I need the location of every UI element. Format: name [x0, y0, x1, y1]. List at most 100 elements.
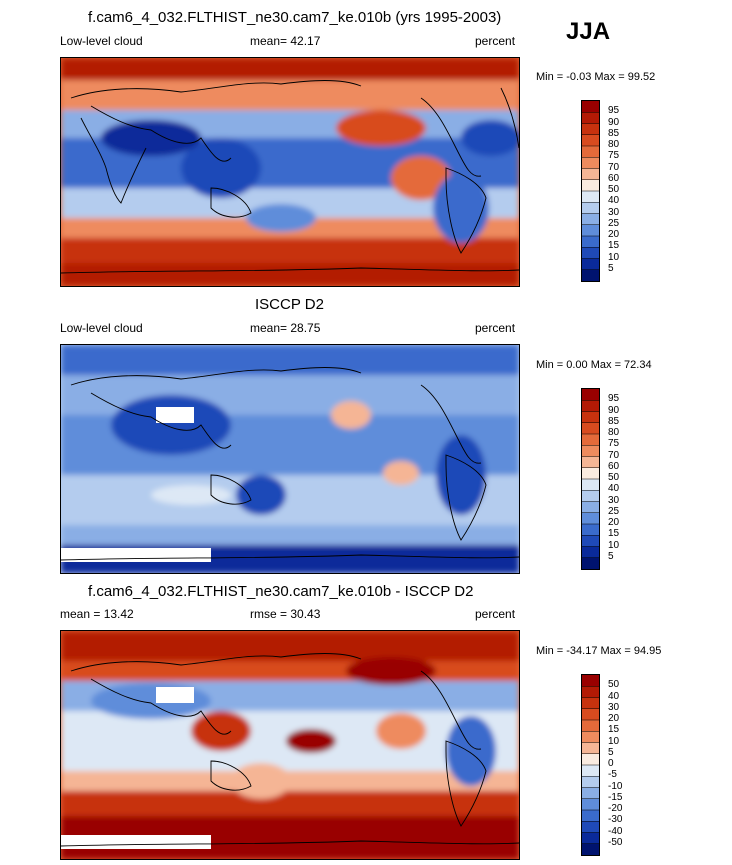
colorbar-swatch [582, 787, 599, 800]
colorbar-swatch [582, 400, 599, 412]
colorbar-swatch [582, 269, 599, 281]
colorbar-swatch [582, 821, 599, 833]
colorbar-swatch [582, 479, 599, 491]
colorbar-swatch [582, 675, 599, 687]
colorbar-swatch [582, 557, 599, 569]
colorbar-swatch [582, 501, 599, 514]
colorbar-swatch [582, 168, 599, 181]
colorbar-tick-label: 30 [608, 206, 620, 218]
panel3-rmse-value: 30.43 [290, 607, 321, 621]
colorbar-swatch [582, 686, 599, 698]
panel3-colorbar-labels: 50 40 30 20 15 10 5 0 -5 -10 -15 -20 -30 -40 -50 [608, 674, 648, 854]
colorbar-tick-label: 5 [608, 550, 614, 562]
panel2-mean-key: mean= [250, 321, 288, 335]
colorbar-swatch [582, 422, 599, 435]
colorbar-swatch [582, 456, 599, 469]
colorbar-swatch [582, 524, 599, 536]
colorbar-tick-label: -15 [608, 791, 623, 803]
colorbar-tick-label: 20 [608, 229, 620, 240]
colorbar-swatch [582, 123, 599, 136]
panel1-mean-key: mean= [250, 34, 288, 48]
panel2-colorbar-labels: 95 90 85 80 75 70 60 50 40 30 25 20 15 10 5 [608, 388, 648, 568]
colorbar-tick-label: 20 [608, 713, 620, 724]
panel1-map-field [61, 58, 519, 286]
panel3-title: f.cam6_4_032.FLTHIST_ne30.cam7_ke.010b -… [88, 583, 474, 600]
colorbar-swatch [582, 490, 599, 502]
colorbar-tick-label: 10 [608, 251, 620, 263]
panel1-colorbar-swatches [582, 101, 599, 281]
colorbar-tick-label: 40 [608, 195, 620, 207]
colorbar-tick-label: 20 [608, 517, 620, 528]
panel3-map [60, 630, 520, 860]
colorbar-tick-label: 15 [608, 724, 620, 736]
colorbar-swatch [582, 776, 599, 788]
panel3-map-field [61, 631, 519, 859]
colorbar-swatch [582, 832, 599, 845]
colorbar-tick-label: 85 [608, 415, 620, 427]
colorbar-swatch [582, 798, 599, 811]
colorbar-tick-label: 85 [608, 127, 620, 139]
colorbar-tick-label: 70 [608, 449, 620, 461]
colorbar-swatch [582, 843, 599, 855]
colorbar-swatch [582, 467, 599, 480]
panel1-mean-label: mean= 42.17 [250, 35, 320, 47]
colorbar-swatch [582, 157, 599, 169]
colorbar-tick-label: 70 [608, 161, 620, 173]
panel2-mean-value: 28.75 [290, 321, 321, 335]
panel2-variable-label: Low-level cloud [60, 321, 143, 335]
panel2-mean-label: mean= 28.75 [250, 322, 320, 334]
colorbar-swatch [582, 191, 599, 203]
colorbar-tick-label: 25 [608, 217, 620, 229]
panel3-mean-value: 13.42 [103, 607, 134, 621]
colorbar-swatch [582, 236, 599, 248]
colorbar-swatch [582, 810, 599, 822]
colorbar-swatch [582, 247, 599, 259]
colorbar-swatch [582, 765, 599, 777]
colorbar-tick-label: 40 [608, 690, 620, 702]
panel3-mean-label: mean = 13.42 [60, 608, 134, 620]
colorbar-swatch [582, 389, 599, 401]
colorbar-tick-label: 15 [608, 528, 620, 540]
colorbar-tick-label: 30 [608, 494, 620, 506]
colorbar-tick-label: 75 [608, 438, 620, 450]
panel2-colorbar [581, 388, 600, 570]
colorbar-swatch [582, 512, 599, 525]
colorbar-tick-label: 75 [608, 150, 620, 162]
colorbar-tick-label: 5 [608, 262, 614, 274]
colorbar-tick-label: 0 [608, 758, 614, 769]
colorbar-swatch [582, 445, 599, 457]
panel1-minmax: Min = -0.03 Max = 99.52 [536, 71, 656, 83]
colorbar-swatch [582, 112, 599, 124]
panel1-colorbar-labels: 95 90 85 80 75 70 60 50 40 30 25 20 15 10 5 [608, 100, 648, 280]
colorbar-tick-label: 80 [608, 139, 620, 150]
panel2-units-label: percent [475, 321, 516, 335]
colorbar-swatch [582, 179, 599, 192]
panel3-rmse-key: rmse = [250, 607, 288, 621]
colorbar-tick-label: -5 [608, 769, 617, 781]
colorbar-swatch [582, 224, 599, 237]
colorbar-swatch [582, 731, 599, 743]
colorbar-tick-label: 95 [608, 105, 620, 117]
panel1-mean-value: 42.17 [290, 34, 321, 48]
colorbar-tick-label: 50 [608, 184, 620, 195]
colorbar-swatch [582, 535, 599, 547]
colorbar-tick-label: 60 [608, 460, 620, 472]
panel3-colorbar [581, 674, 600, 856]
colorbar-tick-label: 50 [608, 472, 620, 483]
colorbar-tick-label: 90 [608, 116, 620, 128]
panel1-title: f.cam6_4_032.FLTHIST_ne30.cam7_ke.010b (… [88, 9, 502, 26]
panel1-colorbar [581, 100, 600, 282]
colorbar-tick-label: 95 [608, 393, 620, 405]
panel2-map-field [61, 345, 519, 573]
panel3-mean-key: mean = [60, 607, 101, 621]
panel2-map [60, 344, 520, 574]
colorbar-tick-label: 40 [608, 483, 620, 495]
colorbar-tick-label: 50 [608, 679, 620, 691]
colorbar-swatch [582, 146, 599, 158]
colorbar-swatch [582, 258, 599, 271]
panel2-title: ISCCP D2 [255, 296, 324, 313]
colorbar-tick-label: 90 [608, 404, 620, 416]
colorbar-tick-label: 10 [608, 539, 620, 551]
colorbar-swatch [582, 708, 599, 721]
panel3-minmax: Min = -34.17 Max = 94.95 [536, 645, 662, 657]
